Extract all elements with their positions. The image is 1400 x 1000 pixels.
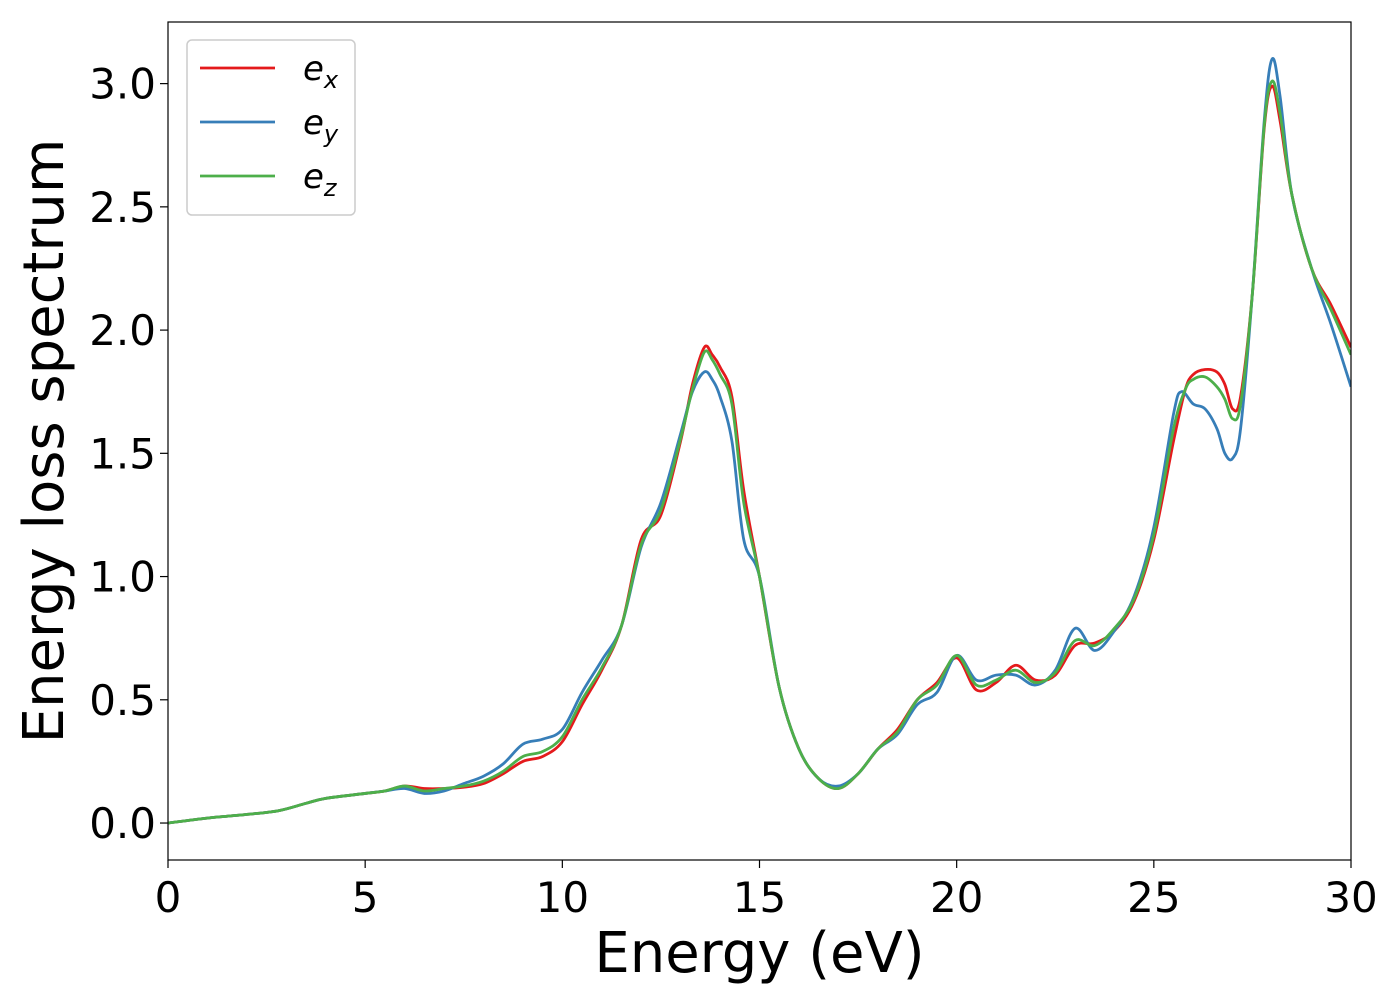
legend-box [186, 39, 356, 216]
y-tick-label: 2.0 [89, 306, 156, 355]
legend-label-base: e [303, 157, 324, 197]
legend-label-subscript: y [323, 120, 339, 148]
y-tick-label: 2.5 [89, 183, 156, 232]
x-tick-label: 15 [733, 873, 786, 922]
series-line-ey [168, 57, 1351, 825]
legend-label-subscript: x [323, 66, 339, 94]
series-layer [168, 57, 1351, 825]
legend-label-base: e [303, 103, 324, 143]
x-tick-label: 20 [930, 873, 983, 922]
y-axis-title: Energy loss spectrum [12, 139, 77, 744]
x-axis-title: Energy (eV) [594, 921, 924, 986]
legend-label: ex [303, 49, 339, 94]
y-tick-label: 0.5 [89, 676, 156, 725]
x-tick-label: 0 [155, 873, 182, 922]
x-tick-label: 30 [1324, 873, 1377, 922]
y-tick-label: 1.5 [89, 429, 156, 478]
x-tick-label: 25 [1127, 873, 1180, 922]
series-line-ez [168, 79, 1351, 825]
x-tick-label: 10 [536, 873, 589, 922]
y-tick-label: 0.0 [89, 799, 156, 848]
legend-label-subscript: z [323, 174, 338, 202]
y-tick-label: 1.0 [89, 553, 156, 602]
legend-label: ez [303, 157, 338, 202]
legend-label-base: e [303, 49, 324, 89]
legend-label: ey [303, 103, 339, 148]
x-tick-label: 5 [352, 873, 379, 922]
x-axis: 0 5 10 15 20 25 30 [155, 860, 1378, 922]
y-tick-label: 3.0 [89, 60, 156, 109]
y-axis: 0.0 0.5 1.0 1.5 2.0 2.5 3.0 [89, 60, 168, 848]
